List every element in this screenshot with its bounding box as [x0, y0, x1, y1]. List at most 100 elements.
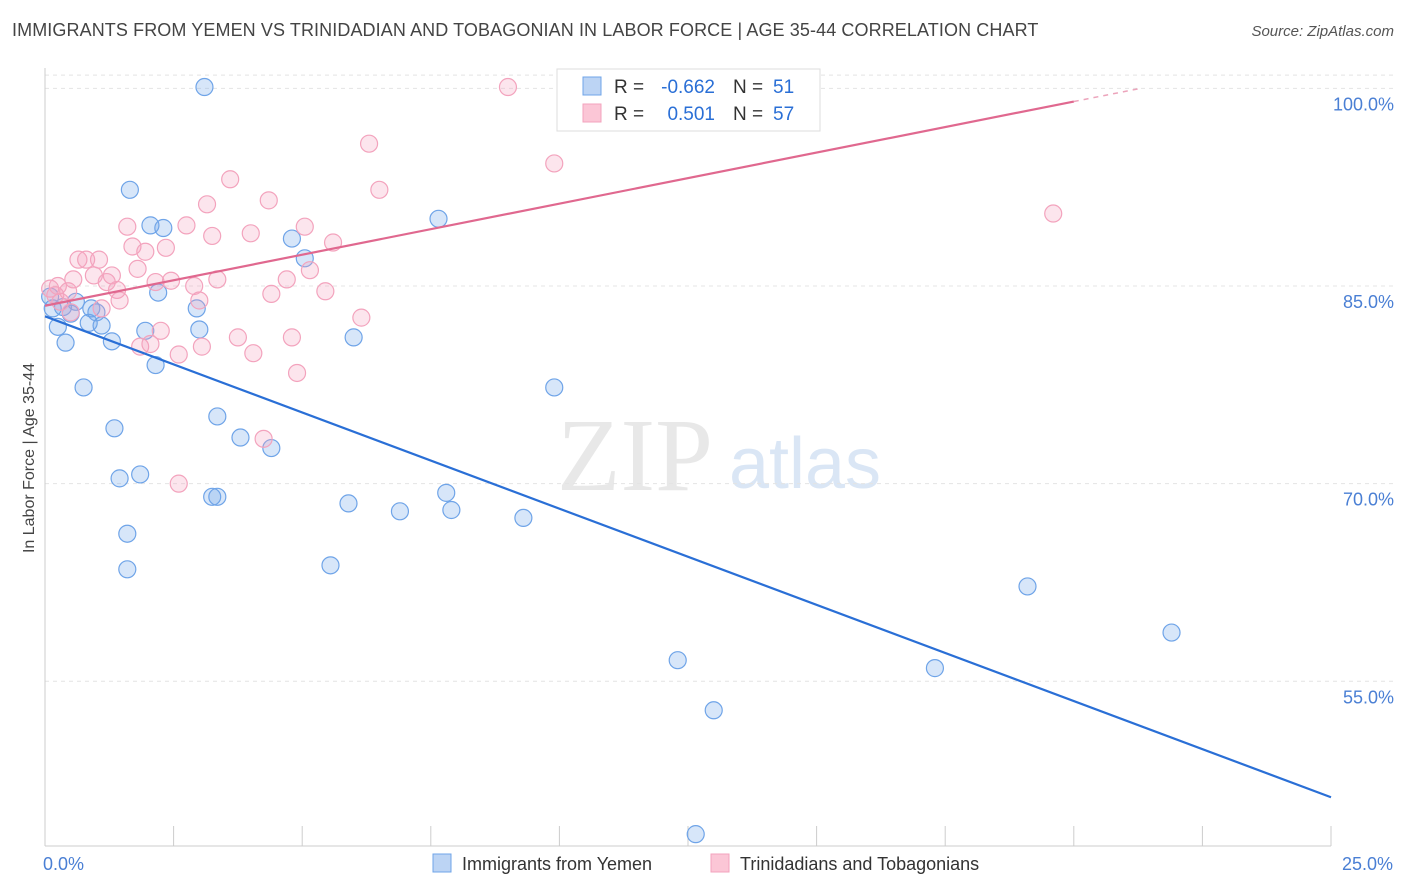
- data-point-yemen: [120, 180, 139, 199]
- data-point-trinidad: [244, 344, 263, 363]
- data-point-trinidad: [92, 299, 111, 318]
- data-point-trinidad: [370, 180, 389, 199]
- stats-r-label-1: R =: [614, 77, 644, 98]
- data-point-trinidad: [190, 291, 209, 310]
- watermark-atlas: atlas: [729, 424, 881, 504]
- y-tick-label: 85.0%: [1343, 292, 1394, 312]
- data-point-yemen: [154, 218, 173, 238]
- data-point-trinidad: [287, 363, 307, 383]
- data-point-yemen: [442, 500, 461, 520]
- data-point-yemen: [105, 419, 124, 438]
- data-point-yemen: [390, 502, 410, 521]
- data-point-trinidad: [254, 429, 273, 448]
- data-point-yemen: [190, 320, 209, 339]
- data-point-yemen: [282, 229, 302, 248]
- data-point-yemen: [545, 378, 564, 397]
- data-point-trinidad: [197, 195, 217, 214]
- y-tick-label: 70.0%: [1343, 490, 1394, 510]
- stats-n-value-1: 51: [773, 77, 794, 98]
- data-point-trinidad: [136, 242, 155, 261]
- data-point-yemen: [74, 378, 93, 397]
- x-tick-label: 0.0%: [43, 854, 84, 874]
- data-point-trinidad: [300, 261, 320, 280]
- source-credit: Source: ZipAtlas.com: [1251, 23, 1394, 40]
- data-point-trinidad: [59, 282, 78, 301]
- data-point-yemen: [208, 487, 227, 506]
- data-point-yemen: [339, 494, 358, 513]
- data-point-yemen: [262, 438, 281, 458]
- data-point-trinidad: [48, 276, 67, 296]
- data-point-trinidad: [241, 224, 260, 243]
- data-point-yemen: [437, 483, 456, 502]
- chart-title: IMMIGRANTS FROM YEMEN VS TRINIDADIAN AND…: [12, 20, 1039, 40]
- watermark-zip: ZIP: [557, 398, 713, 513]
- data-point-trinidad: [177, 216, 196, 235]
- series-legend: Immigrants from Yemen Trinidadians and T…: [432, 853, 979, 874]
- data-point-trinidad: [295, 217, 314, 236]
- data-point-trinidad: [259, 191, 278, 210]
- trend-layer: [44, 87, 1332, 799]
- data-point-trinidad: [352, 308, 371, 327]
- grid: [45, 74, 1395, 682]
- stats-n-label-1: N =: [733, 77, 763, 98]
- data-point-yemen: [56, 333, 75, 352]
- stats-swatch-trinidad: [582, 103, 602, 123]
- trend-line-trinidad-extension: [1073, 87, 1141, 103]
- stats-legend: R = -0.662 N = 51 R = 0.501 N = 57: [556, 68, 821, 132]
- data-point-trinidad: [1044, 204, 1063, 223]
- data-point-trinidad: [221, 170, 240, 189]
- data-point-trinidad: [192, 337, 211, 356]
- data-point-trinidad: [110, 291, 129, 310]
- y-axis-label: In Labor Force | Age 35-44: [21, 363, 38, 553]
- data-point-trinidad: [277, 270, 296, 289]
- data-point-yemen: [118, 524, 137, 543]
- data-point-trinidad: [545, 154, 564, 173]
- data-point-trinidad: [61, 303, 80, 322]
- data-point-yemen: [704, 701, 723, 720]
- legend-swatch-yemen: [432, 853, 452, 873]
- data-point-trinidad: [69, 250, 88, 269]
- data-point-trinidad: [228, 328, 247, 347]
- x-tick-label: 25.0%: [1342, 854, 1393, 874]
- data-point-trinidad: [151, 321, 170, 340]
- data-point-trinidad: [156, 238, 175, 257]
- axes: 55.0% 70.0% 85.0% 100.0% 0.0% 25.0%: [43, 68, 1394, 874]
- data-point-trinidad: [128, 259, 147, 278]
- data-point-yemen: [668, 651, 687, 670]
- stats-r-label-2: R =: [614, 104, 644, 125]
- data-point-yemen: [195, 77, 214, 97]
- data-point-trinidad: [316, 282, 335, 301]
- data-point-trinidad: [64, 270, 83, 289]
- data-point-yemen: [429, 209, 448, 228]
- stats-n-label-2: N =: [733, 104, 763, 125]
- data-point-yemen: [514, 508, 533, 528]
- data-point-trinidad: [102, 266, 121, 285]
- data-point-yemen: [344, 328, 363, 347]
- stats-r-value-2: 0.501: [667, 104, 715, 125]
- data-point-yemen: [203, 487, 222, 506]
- data-point-trinidad: [169, 474, 188, 493]
- data-point-trinidad: [498, 77, 518, 97]
- series-layer: [41, 77, 1181, 844]
- data-point-yemen: [131, 465, 150, 484]
- data-point-trinidad: [141, 334, 160, 354]
- data-point-yemen: [925, 659, 945, 678]
- legend-label-yemen: Immigrants from Yemen: [462, 854, 652, 874]
- watermark: ZIP atlas: [557, 398, 881, 513]
- data-point-yemen: [118, 560, 137, 579]
- data-point-trinidad: [118, 217, 137, 236]
- data-point-trinidad: [203, 226, 222, 246]
- data-point-yemen: [231, 428, 250, 447]
- data-point-yemen: [110, 469, 129, 488]
- data-point-yemen: [1162, 623, 1181, 642]
- data-point-yemen: [92, 316, 111, 335]
- y-tick-label: 55.0%: [1343, 687, 1394, 707]
- stats-n-value-2: 57: [773, 104, 794, 125]
- data-point-yemen: [1018, 577, 1037, 596]
- legend-swatch-trinidad: [710, 853, 730, 873]
- data-point-trinidad: [262, 284, 281, 304]
- legend-label-trinidad: Trinidadians and Tobagonians: [740, 854, 979, 874]
- data-point-trinidad: [185, 276, 204, 296]
- stats-swatch-yemen: [582, 76, 602, 96]
